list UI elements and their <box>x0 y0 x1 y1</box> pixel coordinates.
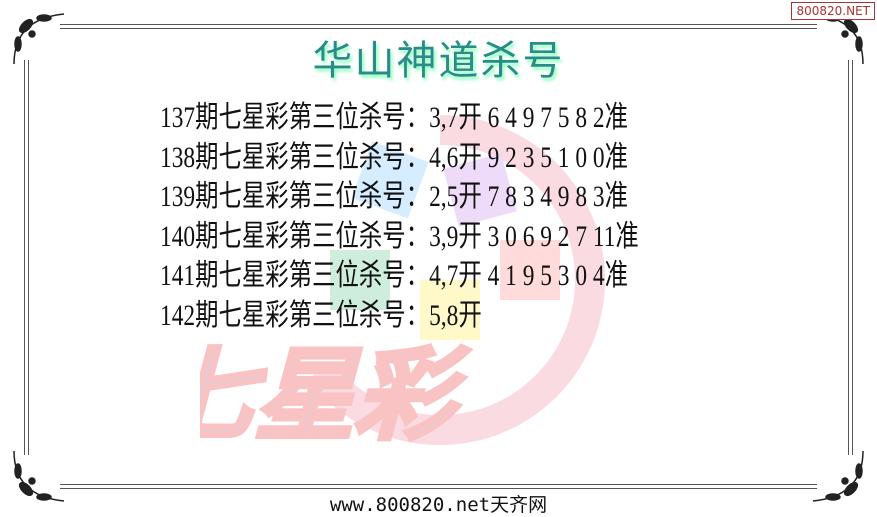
qixingcai-logo-watermark: 七星彩 <box>200 115 605 457</box>
floral-ornament-icon <box>812 450 864 502</box>
svg-text:七星彩: 七星彩 <box>200 339 479 455</box>
prediction-row: 141期七星彩第三位杀号：4,7开 4 1 9 5 3 0 4准 <box>160 259 628 292</box>
prediction-row: 137期七星彩第三位杀号：3,7开 6 4 9 7 5 8 2准 <box>160 101 628 134</box>
site-badge[interactable]: 800820.NET <box>791 2 875 20</box>
prediction-row: 139期七星彩第三位杀号：2,5开 7 8 3 4 9 8 3准 <box>160 180 628 213</box>
frame-top <box>60 24 817 29</box>
prediction-row: 140期七星彩第三位杀号：3,9开 3 0 6 9 2 7 11准 <box>160 219 639 253</box>
frame-right <box>848 60 853 455</box>
prediction-row: 138期七星彩第三位杀号：4,6开 9 2 3 5 1 0 0准 <box>160 140 628 174</box>
page-title: 华山神道杀号 <box>312 38 565 84</box>
prediction-list: 137期七星彩第三位杀号：3,7开 6 4 9 7 5 8 2准 138期七星彩… <box>160 98 774 335</box>
floral-ornament-icon <box>13 450 65 502</box>
frame-bottom <box>60 484 817 489</box>
floral-ornament-icon <box>13 13 65 65</box>
frame-left <box>24 60 29 455</box>
footer-url[interactable]: www.800820.net天齐网 <box>329 494 548 516</box>
prediction-row: 142期七星彩第三位杀号：5,8开 <box>160 298 482 332</box>
